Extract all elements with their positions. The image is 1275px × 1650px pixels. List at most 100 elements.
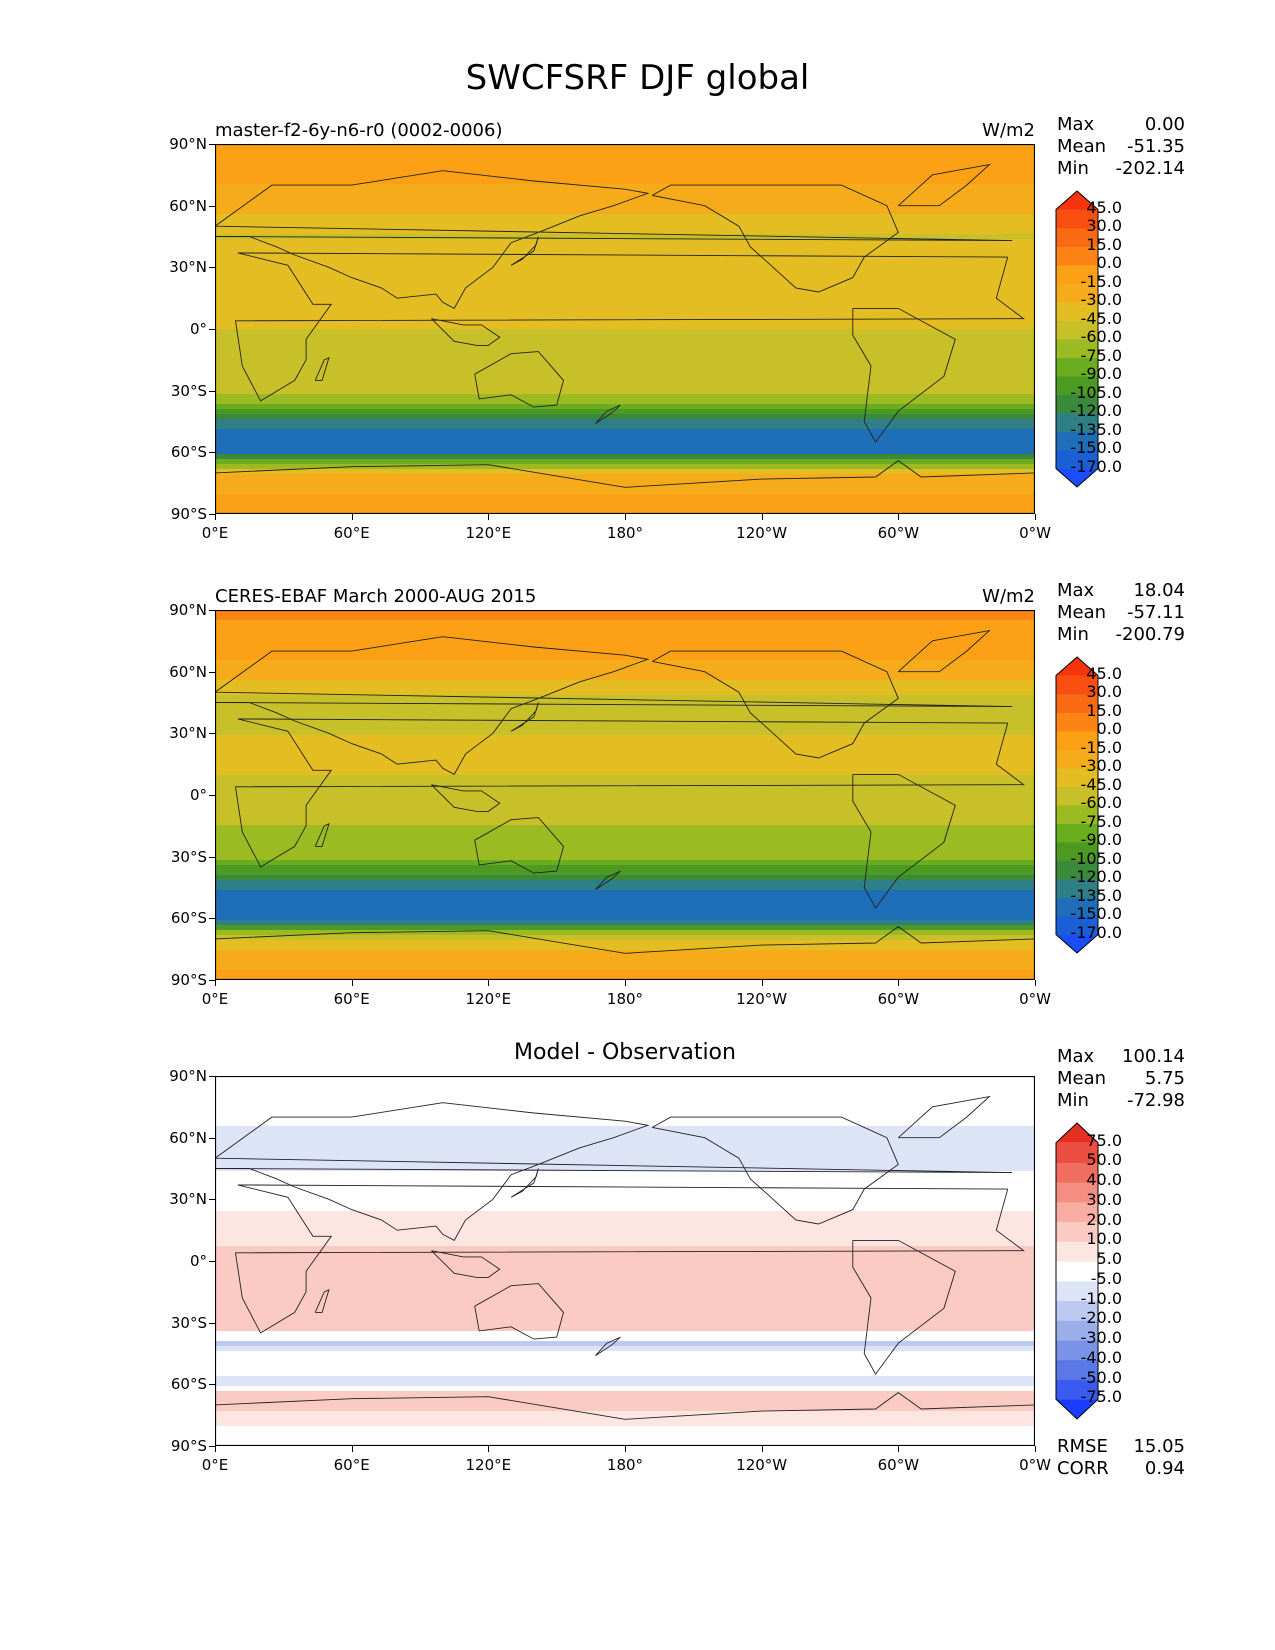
zonal-band: [215, 279, 1035, 285]
zonal-band: [215, 1391, 1035, 1397]
zonal-band: [215, 154, 1035, 160]
colorbar-label: -75.0: [1080, 811, 1122, 831]
zonal-band: [215, 1346, 1035, 1352]
zonal-band: [215, 780, 1035, 786]
colorbar-label: 5.0: [1096, 1249, 1122, 1269]
x-tick-label: 0°E: [201, 1456, 229, 1474]
x-tick: [1035, 514, 1036, 520]
zonal-band: [215, 484, 1035, 490]
zonal-band: [215, 1426, 1035, 1432]
colorbar-segment: [1056, 768, 1098, 787]
stat-label: Max: [1057, 580, 1095, 601]
zonal-band: [215, 339, 1035, 345]
x-tick-label: 0°E: [201, 524, 229, 542]
zonal-band: [215, 850, 1035, 856]
y-tick: [209, 1322, 215, 1324]
y-tick: [209, 514, 215, 515]
colorbar-segment: [1056, 1142, 1098, 1163]
zonal-band: [215, 459, 1035, 465]
zonal-band: [215, 1301, 1035, 1307]
zonal-band: [215, 229, 1035, 235]
zonal-band: [215, 399, 1035, 405]
zonal-band: [215, 304, 1035, 310]
zonal-band: [215, 1406, 1035, 1412]
panel-title: CERES-EBAF March 2000-AUG 2015: [215, 586, 537, 607]
zonal-band: [215, 1156, 1035, 1162]
stat-value: 5.75: [1144, 1068, 1185, 1089]
x-tick: [488, 980, 490, 986]
zonal-band: [215, 1431, 1035, 1437]
zonal-band: [215, 865, 1035, 871]
stat-label: Mean: [1057, 602, 1107, 623]
zonal-band: [215, 389, 1035, 395]
x-tick-label: 120°W: [736, 524, 788, 542]
coastline: [852, 773, 956, 909]
colorbar-label: -5.0: [1090, 1268, 1122, 1288]
difference-panel: Model - Observation Max 100.14 Mean 5.75 M…: [0, 1040, 1275, 1514]
colorbar-label: -40.0: [1080, 1347, 1122, 1367]
zonal-band: [215, 1366, 1035, 1372]
zonal-band: [215, 174, 1035, 180]
metric-value: 15.05: [1133, 1436, 1185, 1457]
zonal-band: [215, 344, 1035, 350]
coastline: [431, 318, 501, 346]
colorbar-segment: [1056, 320, 1098, 340]
colorbar-label: 50.0: [1086, 1150, 1122, 1170]
zonal-band: [215, 1081, 1035, 1087]
coastline: [215, 1102, 1013, 1242]
zonal-band: [215, 775, 1035, 781]
colorbar-segment: [1056, 675, 1098, 695]
colorbar-segment: [1056, 1123, 1098, 1143]
zonal-band: [215, 695, 1035, 701]
colorbar-graphic: [1055, 656, 1099, 954]
zonal-band: [215, 434, 1035, 440]
zonal-band: [215, 875, 1035, 881]
coastline: [234, 1184, 1025, 1334]
colorbar-label: -90.0: [1080, 830, 1122, 849]
coastline: [510, 1168, 539, 1198]
coastline: [314, 1289, 330, 1313]
y-tick-label: 90°N: [169, 135, 207, 153]
zonal-band: [215, 815, 1035, 821]
zonal-band: [215, 164, 1035, 170]
x-tick: [761, 514, 763, 520]
zonal-band: [215, 765, 1035, 771]
zonal-band: [215, 509, 1035, 514]
zonal-band: [215, 800, 1035, 806]
colorbar-segment: [1056, 1162, 1098, 1183]
x-tick-label: 60°W: [877, 524, 920, 542]
zonal-band: [215, 379, 1035, 385]
y-tick-label: 90°S: [170, 505, 207, 523]
zonal-band: [215, 680, 1035, 686]
zonal-band: [215, 925, 1035, 931]
stat-value: -72.98: [1126, 1090, 1185, 1111]
colorbar-segment: [1056, 413, 1098, 432]
colorbar-segment: [1056, 842, 1098, 861]
zonal-band: [215, 920, 1035, 926]
colorbar-segment: [1056, 1379, 1098, 1400]
colorbar-graphic: [1055, 190, 1099, 488]
zonal-band: [215, 880, 1035, 886]
zonal-band: [215, 1121, 1035, 1127]
x-tick-label: 0°W: [1019, 524, 1051, 542]
colorbar-segment: [1056, 246, 1098, 266]
colorbar-segment: [1056, 1280, 1098, 1301]
zonal-band: [215, 670, 1035, 676]
zonal-band: [215, 324, 1035, 330]
zonal-band: [215, 630, 1035, 636]
x-tick-label: 180°: [606, 1456, 644, 1474]
colorbar-label: 0.0: [1096, 719, 1122, 738]
y-tick-label: 30°S: [170, 1313, 207, 1332]
stat-value: -57.11: [1126, 602, 1185, 623]
zonal-band: [215, 404, 1035, 410]
zonal-band: [215, 715, 1035, 721]
coastline: [215, 636, 1013, 776]
zonal-band: [215, 429, 1035, 435]
zonal-band: [215, 1361, 1035, 1367]
zonal-band: [215, 364, 1035, 370]
zonal-band: [215, 1226, 1035, 1232]
stat-label: Min: [1057, 158, 1089, 179]
zonal-band: [215, 675, 1035, 681]
x-tick: [625, 980, 626, 986]
panel-units: W/m2: [982, 120, 1035, 141]
